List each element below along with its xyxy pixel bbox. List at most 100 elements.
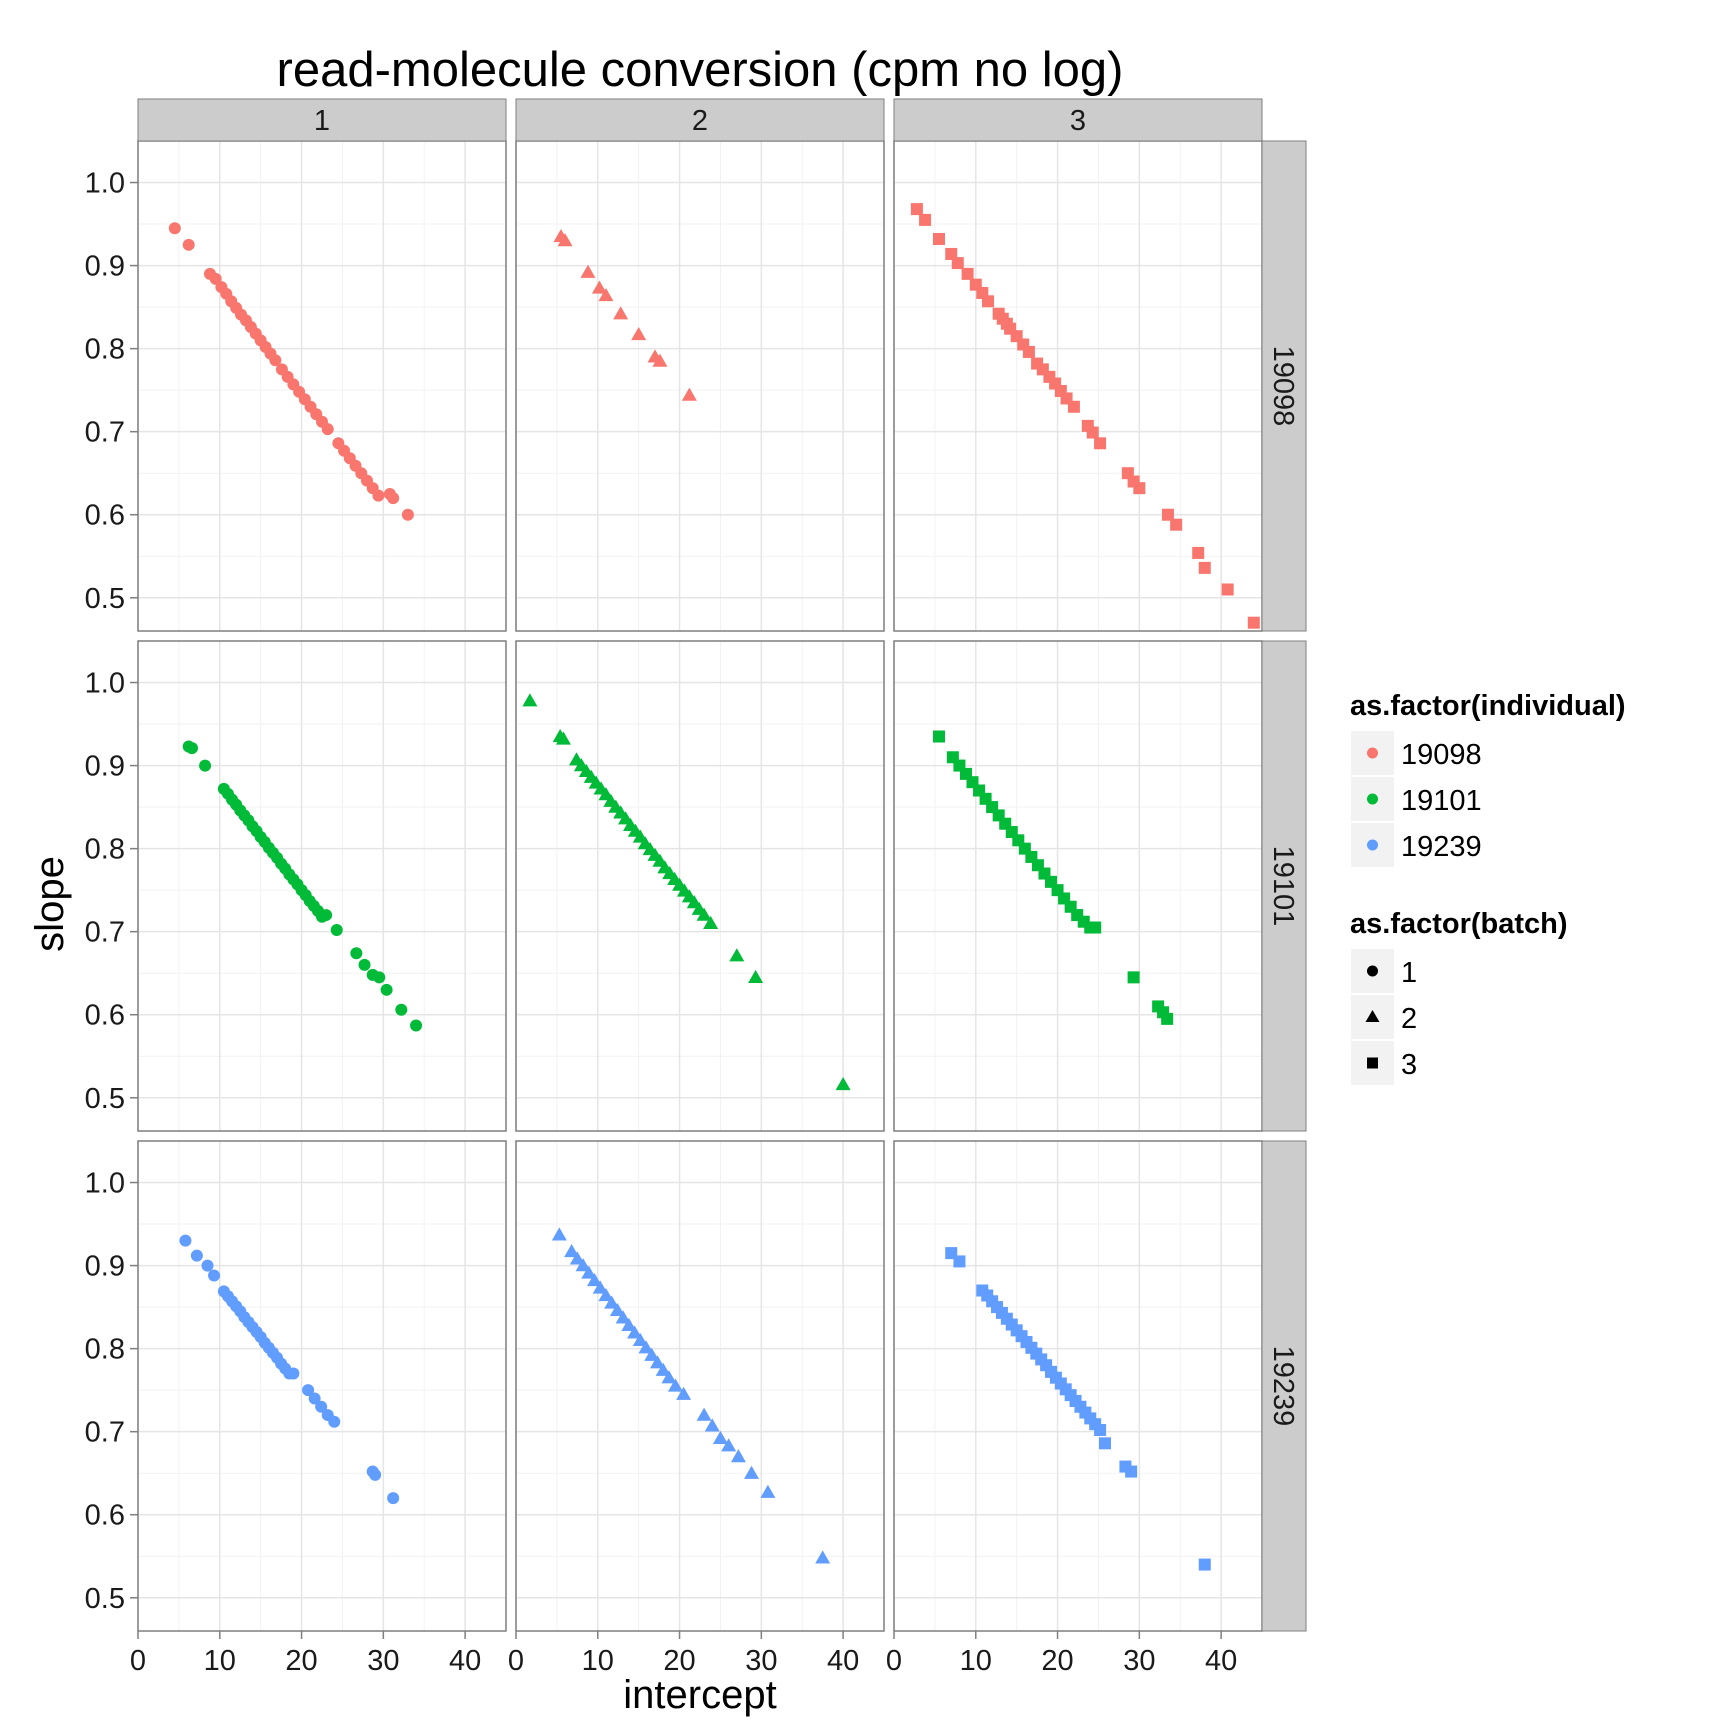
data-point — [1098, 1437, 1111, 1450]
x-tick-label: 40 — [827, 1645, 859, 1677]
data-point — [208, 1269, 221, 1282]
data-point — [1086, 426, 1099, 439]
data-point — [945, 247, 958, 260]
data-point — [661, 1370, 677, 1384]
data-point — [615, 1310, 631, 1324]
data-point — [199, 759, 212, 772]
panel-19101-2 — [515, 641, 884, 1131]
panel-border — [137, 1140, 507, 1632]
data-point — [269, 354, 282, 367]
panel-background — [138, 141, 506, 631]
chart-title: read-molecule conversion (cpm no log) — [277, 43, 1124, 97]
legend-swatch — [1367, 747, 1378, 759]
data-point — [1133, 482, 1146, 495]
facet-strip-label: 2 — [692, 105, 708, 137]
data-point — [369, 1468, 382, 1481]
data-point — [638, 1340, 654, 1354]
data-point — [372, 489, 385, 502]
y-tick-label: 0.6 — [85, 1500, 125, 1532]
data-point — [555, 731, 571, 745]
legend: as.factor(individual) 19098 19101 19239 as.f… — [1349, 690, 1626, 1087]
data-point — [1161, 508, 1174, 521]
x-tick-label: 20 — [663, 1645, 695, 1677]
data-point — [1094, 437, 1107, 450]
data-point — [1198, 1558, 1211, 1571]
points-19101-2 — [522, 693, 851, 1091]
points-19239-3 — [945, 1247, 1211, 1571]
legend-title-individual: as.factor(individual) — [1350, 690, 1626, 722]
data-point — [961, 267, 974, 280]
panel-background — [516, 141, 884, 631]
y-tick-label: 1.0 — [85, 1168, 125, 1200]
x-tick-label: 30 — [745, 1645, 777, 1677]
y-tick-label: 0.7 — [85, 917, 125, 949]
panel-border — [137, 640, 507, 1132]
data-point — [835, 1076, 851, 1091]
data-point — [982, 295, 995, 308]
legend-swatch — [1367, 1057, 1378, 1069]
y-tick-label: 0.6 — [85, 500, 125, 532]
y-tick-label: 1.0 — [85, 168, 125, 200]
panel-background — [894, 641, 1262, 1131]
data-point — [667, 1378, 683, 1392]
points-19098-2 — [553, 229, 697, 401]
data-point — [644, 1347, 660, 1361]
x-tick-label: 10 — [582, 1645, 614, 1677]
data-point — [703, 915, 719, 929]
data-point — [1094, 1424, 1107, 1437]
data-point — [744, 1465, 760, 1479]
data-point — [201, 1259, 214, 1272]
data-point — [592, 1280, 608, 1294]
data-point — [587, 1273, 603, 1287]
legend-label: 19101 — [1401, 785, 1482, 817]
panel-background — [516, 1141, 884, 1631]
y-tick-label: 0.5 — [85, 583, 125, 615]
data-point — [730, 1449, 746, 1463]
facet-strip-right — [1261, 140, 1307, 632]
data-point — [631, 327, 647, 341]
x-tick-label: 30 — [367, 1645, 399, 1677]
legend-swatch — [1367, 965, 1378, 977]
facet-strip-right — [1261, 1140, 1307, 1632]
legend-label: 1 — [1401, 957, 1417, 989]
points-19101-3 — [932, 730, 1174, 1025]
x-tick-label: 10 — [204, 1645, 236, 1677]
panel-background — [516, 641, 884, 1131]
data-point — [1170, 518, 1183, 531]
data-point — [551, 1227, 567, 1241]
points-19239-2 — [551, 1227, 831, 1564]
data-point — [712, 1430, 728, 1444]
x-tick-label: 20 — [285, 1645, 317, 1677]
data-point — [395, 1003, 408, 1016]
y-tick-label: 1.0 — [85, 668, 125, 700]
facet-strip-right — [1261, 640, 1307, 1132]
legend-label: 19098 — [1401, 739, 1482, 771]
data-point — [410, 1019, 423, 1032]
data-point — [179, 1234, 192, 1247]
x-tick-label: 40 — [1205, 1645, 1237, 1677]
panel-background — [894, 1141, 1262, 1631]
data-point — [613, 306, 629, 320]
y-axis-title: slope — [28, 856, 72, 952]
plot-area: 1 2 31909819101192390.50.60.70.80.91.00.50… — [85, 98, 1307, 1677]
data-point — [815, 1550, 831, 1564]
x-tick-label: 0 — [886, 1645, 902, 1677]
panel-19098-1 — [137, 141, 506, 631]
data-point — [621, 1317, 637, 1331]
data-point — [580, 264, 596, 278]
panel-background — [894, 141, 1262, 631]
data-point — [598, 1287, 614, 1302]
data-point — [373, 971, 386, 984]
data-point — [287, 1367, 300, 1380]
data-point — [328, 1415, 341, 1428]
data-point — [522, 693, 538, 707]
panel-19098-3 — [893, 141, 1262, 631]
data-point — [951, 257, 964, 270]
panel-19239-3 — [893, 1141, 1262, 1631]
data-point — [401, 508, 414, 521]
data-point — [1022, 345, 1035, 358]
data-point — [919, 213, 932, 226]
data-point — [1125, 1465, 1138, 1478]
data-point — [564, 1243, 580, 1258]
data-point — [320, 909, 333, 922]
